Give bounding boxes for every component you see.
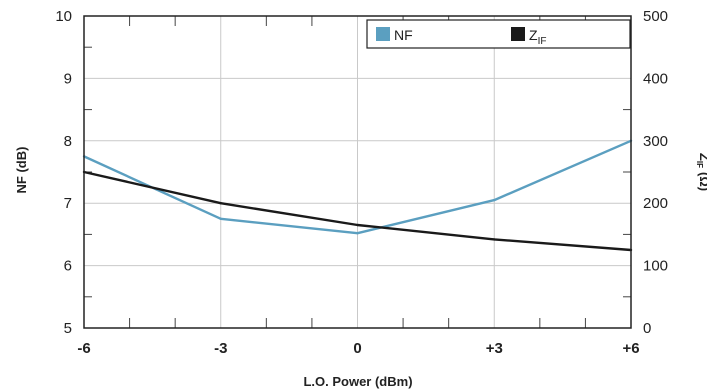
x-axis-ticks: -6 -3 0 +3 +6 bbox=[77, 340, 639, 357]
left-tick-label: 10 bbox=[55, 8, 72, 25]
left-tick-label: 8 bbox=[64, 133, 72, 150]
grid bbox=[83, 15, 632, 329]
data-point-nf bbox=[493, 198, 496, 202]
left-axis-ticks: 5 6 7 8 9 10 bbox=[55, 8, 72, 337]
legend-swatch-z bbox=[511, 27, 525, 41]
x-axis-label: L.O. Power (dBm) bbox=[303, 374, 412, 389]
y2-axis-label-unit: (Ω) bbox=[697, 172, 707, 191]
y2-axis-label-main: Z bbox=[697, 153, 707, 161]
legend-box bbox=[366, 19, 631, 49]
x-tick-label: +6 bbox=[622, 340, 639, 357]
legend-label-nf: NF bbox=[394, 27, 413, 43]
data-point-z bbox=[219, 202, 222, 205]
y2-axis-label: ZIF (Ω) bbox=[695, 153, 707, 191]
plot-frame bbox=[83, 15, 632, 329]
legend-swatch-nf bbox=[376, 27, 390, 41]
y-axis-label: NF (dB) bbox=[14, 147, 29, 194]
right-tick-label: 500 bbox=[643, 8, 668, 25]
right-tick-label: 300 bbox=[643, 133, 668, 150]
data-point-nf bbox=[356, 231, 359, 235]
left-tick-label: 9 bbox=[64, 70, 72, 87]
legend: NF ZIF bbox=[366, 19, 631, 49]
left-tick-label: 7 bbox=[64, 195, 72, 212]
x-tick-label: -6 bbox=[77, 340, 90, 357]
right-tick-label: 400 bbox=[643, 70, 668, 87]
x-tick-label: +3 bbox=[486, 340, 503, 357]
y2-axis-label-sub: IF bbox=[695, 161, 704, 168]
right-tick-label: 100 bbox=[643, 258, 668, 275]
left-tick-label: 5 bbox=[64, 320, 72, 337]
right-tick-label: 200 bbox=[643, 195, 668, 212]
x-tick-label: 0 bbox=[353, 340, 361, 357]
data-point-z bbox=[493, 238, 496, 241]
right-axis-ticks: 0 100 200 300 400 500 bbox=[643, 8, 668, 337]
left-tick-label: 6 bbox=[64, 258, 72, 275]
data-point-nf bbox=[219, 217, 222, 220]
data-point-z bbox=[356, 223, 359, 227]
legend-label-subscript: IF bbox=[538, 36, 547, 47]
x-tick-label: -3 bbox=[214, 340, 227, 357]
right-tick-label: 0 bbox=[643, 320, 651, 337]
